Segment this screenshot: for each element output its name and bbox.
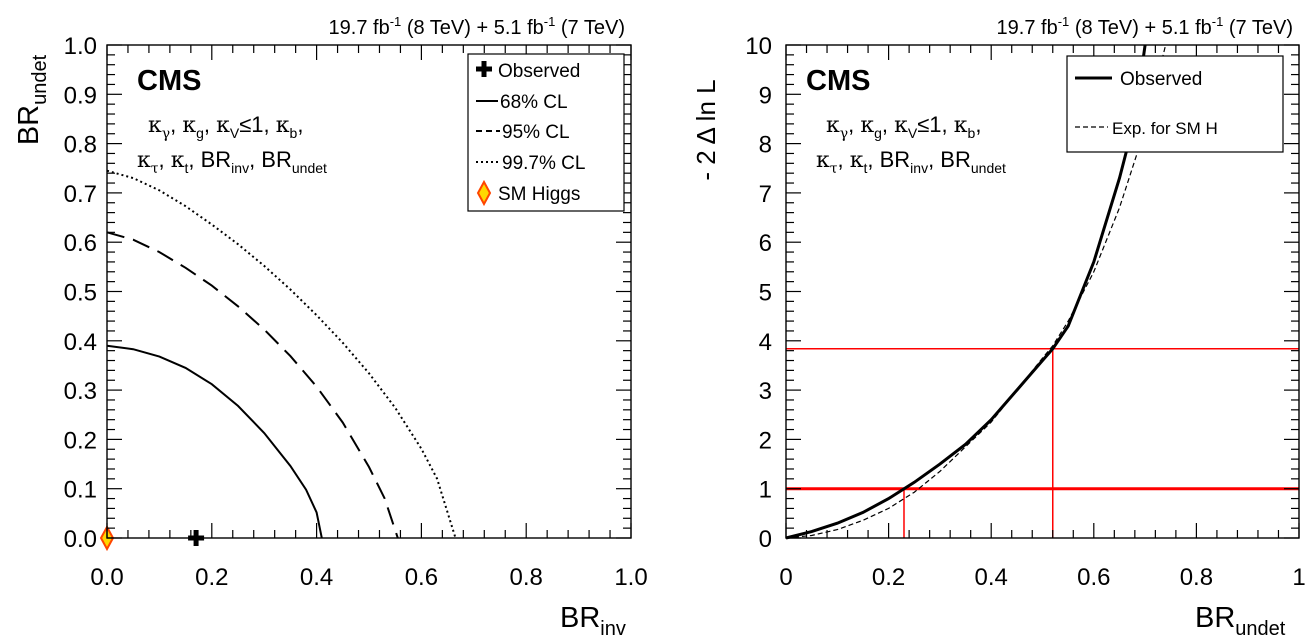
left-ytick-label: 1.0 — [64, 33, 97, 60]
left-legend: Observed 68% CL 95% CL 99.7% CL SM Higgs — [467, 53, 625, 212]
left-ylabel: BRundet — [13, 54, 51, 145]
left-ytick-label: 0.7 — [64, 181, 97, 208]
left-ytick-label: 0.8 — [64, 132, 97, 159]
right-xtick-label: 0.8 — [1180, 564, 1213, 591]
left-xtick-label: 0.6 — [405, 564, 438, 591]
left-legend-95: 95% CL — [502, 122, 570, 143]
left-ytick-label: 0.9 — [64, 82, 97, 109]
left-ytick-label: 0.1 — [64, 477, 97, 504]
left-contour-dotted — [106, 169, 457, 539]
right-plot-frame — [785, 44, 1300, 539]
left-legend-box — [467, 53, 625, 212]
right-ytick-label: 6 — [759, 230, 772, 257]
left-ytick-label: 0.5 — [64, 280, 97, 307]
left-xtick-label: 0.8 — [510, 564, 543, 591]
right-ytick-label: 5 — [759, 280, 772, 307]
right-ytick-label: 8 — [759, 132, 772, 159]
left-plot-frame — [106, 44, 632, 539]
right-model-line2: κτ, κt, BRinv, BRundet — [816, 147, 1006, 177]
right-curves — [785, 44, 1299, 540]
right-ytick-label: 3 — [759, 378, 772, 405]
right-model-line1: κγ, κg, κV≤1, κb, — [826, 112, 981, 142]
right-lumi-label: 19.7 fb-1 (8 TeV) + 5.1 fb-1 (7 TeV) — [997, 14, 1293, 39]
legend-cross-icon — [476, 61, 492, 77]
right-ytick-label: 9 — [759, 82, 772, 109]
left-contour-dashed — [106, 231, 399, 539]
right-ylabel: - 2 Δ ln L — [691, 79, 721, 180]
left-cms-label: CMS — [137, 65, 201, 97]
left-legend-observed: Observed — [498, 61, 580, 82]
left-legend-68: 68% CL — [500, 92, 568, 113]
right-ytick-label: 2 — [759, 427, 772, 454]
left-model-line1: κγ, κg, κV≤1, κb, — [148, 112, 303, 142]
right-xtick-label: 0.2 — [872, 564, 905, 591]
right-legend-observed: Observed — [1120, 69, 1202, 90]
right-ytick-label: 0 — [759, 526, 772, 553]
right-ytick-label: 10 — [745, 33, 772, 60]
right-xtick-label: 0.6 — [1077, 564, 1110, 591]
right-xtick-label: 0.4 — [975, 564, 1008, 591]
observed-curve — [785, 44, 1147, 540]
right-ytick-label: 7 — [759, 181, 772, 208]
legend-diamond-icon — [476, 179, 492, 207]
left-model-line2: κτ, κt, BRinv, BRundet — [137, 147, 327, 177]
right-ytick-label: 4 — [759, 329, 772, 356]
left-ytick-label: 0.0 — [64, 526, 97, 553]
left-contours — [99, 169, 457, 552]
left-contour-solid — [106, 344, 323, 539]
right-xtick-label: 0 — [779, 564, 792, 591]
right-xlabel: BRundet — [1195, 602, 1286, 640]
left-ytick-label: 0.4 — [64, 329, 97, 356]
left-lumi-label: 19.7 fb-1 (8 TeV) + 5.1 fb-1 (7 TeV) — [329, 14, 625, 39]
left-ytick-label: 0.3 — [64, 378, 97, 405]
left-xtick-label: 0.2 — [195, 564, 228, 591]
left-panel: 0.0 0.2 0.4 0.6 0.8 1.0 0.0 0.1 0.2 0.3 0.4 0.5 0.6 0… — [13, 14, 648, 640]
expected-curve — [785, 44, 1167, 539]
left-xtick-label: 0.0 — [90, 564, 123, 591]
left-xtick-label: 1.0 — [614, 564, 647, 591]
left-ytick-label: 0.6 — [64, 230, 97, 257]
right-ytick-label: 1 — [759, 477, 772, 504]
right-cms-label: CMS — [806, 65, 870, 97]
left-ticks: 0.0 0.2 0.4 0.6 0.8 1.0 0.0 0.1 0.2 0.3 0.4 0.5 0.6 0… — [64, 33, 648, 591]
left-xlabel: BRinv — [560, 602, 626, 640]
right-legend-expected: Exp. for SM H — [1112, 119, 1218, 138]
left-legend-sm: SM Higgs — [498, 184, 580, 205]
right-xtick-label: 1 — [1292, 564, 1305, 591]
left-legend-997: 99.7% CL — [502, 153, 585, 174]
left-xtick-label: 0.4 — [300, 564, 333, 591]
left-ytick-label: 0.2 — [64, 427, 97, 454]
right-legend: Observed Exp. for SM H — [1066, 55, 1284, 153]
right-legend-box — [1066, 55, 1284, 153]
